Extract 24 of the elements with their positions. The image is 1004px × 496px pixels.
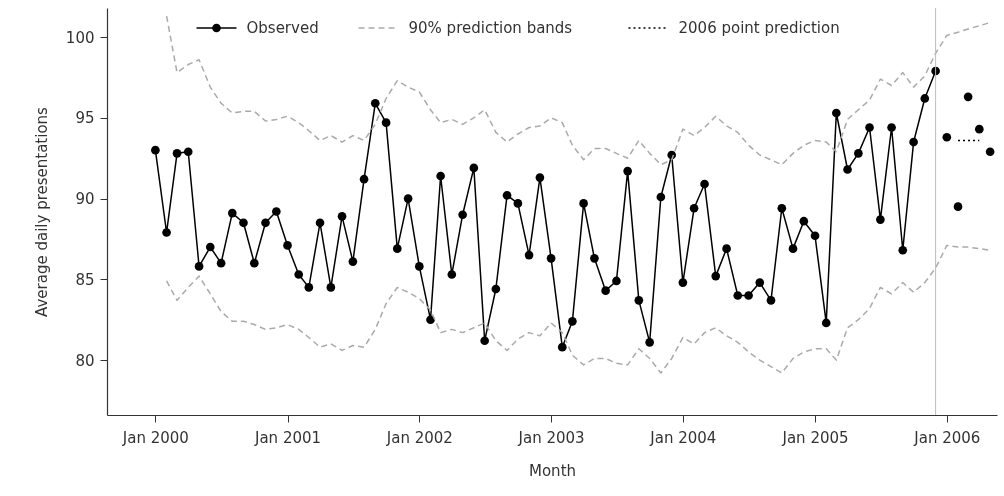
y-tick-label: 90 <box>75 190 95 209</box>
x-tick-label: Jan 2002 <box>385 428 453 447</box>
x-tick-label: Jan 2006 <box>913 428 981 447</box>
x-tick-label: Jan 2003 <box>517 428 585 447</box>
x-tick-label: Jan 2000 <box>121 428 189 447</box>
y-tick-label: 95 <box>75 109 95 128</box>
x-axis-title: Month <box>528 461 577 480</box>
point <box>942 132 952 142</box>
y-axis-title: Average daily presentations <box>32 106 51 317</box>
legend-label: Observed <box>246 19 319 37</box>
x-tick-label: Jan 2005 <box>781 428 849 447</box>
point <box>985 147 995 157</box>
line-series <box>165 244 991 374</box>
y-tick-label: 80 <box>75 351 95 370</box>
y-tick-label: 85 <box>75 270 95 289</box>
legend-label: 90% prediction bands <box>408 19 573 37</box>
point <box>974 124 984 134</box>
line-series <box>165 15 991 166</box>
legend-label: 2006 point prediction <box>678 19 840 37</box>
y-tick-label: 100 <box>65 28 95 47</box>
point <box>963 92 973 102</box>
x-tick-label: Jan 2001 <box>253 428 322 447</box>
point <box>953 202 963 211</box>
x-tick-label: Jan 2004 <box>649 428 717 447</box>
